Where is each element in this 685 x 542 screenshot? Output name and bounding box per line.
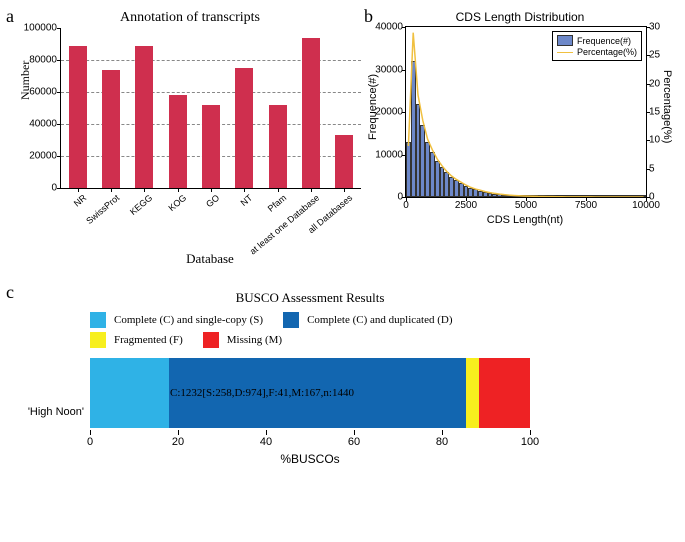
panel-a-bar (102, 70, 120, 188)
panel-a-xlabel-tick: GO (204, 193, 221, 210)
panel-b-legend: Frequence(#) Percentage(%) (552, 31, 642, 61)
legend-swatch-pct (557, 52, 573, 53)
panel-a-bar (202, 105, 220, 188)
legend-item-d: Complete (C) and duplicated (D) (283, 312, 452, 328)
panel-c: BUSCO Assessment Results Complete (C) an… (20, 290, 540, 466)
panel-c-xtick: 60 (348, 436, 360, 448)
panel-a-ytick: 100000 (24, 23, 61, 34)
panel-c-xtick: 0 (87, 436, 93, 448)
panel-b: CDS Length Distribution Frequence(#) Per… (370, 10, 670, 240)
panel-c-xtick: 40 (260, 436, 272, 448)
legend-swatch-d (283, 312, 299, 328)
panel-c-xtick: 20 (172, 436, 184, 448)
panel-a-bar (135, 46, 153, 188)
panel-b-title: CDS Length Distribution (370, 10, 670, 24)
panel-c-bar-text: C:1232[S:258,D:974],F:41,M:167,n:1440 (170, 387, 354, 399)
panel-b-plot: Frequence(#) Percentage(%) 0100002000030… (405, 26, 647, 198)
panel-c-xaxis: 020406080100 (90, 430, 530, 450)
panel-a-xlabel: Database (60, 251, 360, 267)
panel-a-xlabel-tick: Pfam (265, 193, 288, 214)
panel-c-xtick: 100 (521, 436, 539, 448)
panel-a-xlabel-tick: NT (239, 193, 255, 208)
panel-a-xlabel-tick: KEGG (128, 193, 154, 217)
legend-label-d: Complete (C) and duplicated (D) (307, 314, 452, 326)
panel-a-xlabel-tick: KOG (166, 193, 188, 214)
panel-label-c: c (6, 282, 14, 303)
panel-c-xlabel: %BUSCOs (90, 452, 530, 466)
panel-a-bar (269, 105, 287, 188)
legend-label-m: Missing (M) (227, 334, 282, 346)
legend-label-pct: Percentage(%) (577, 47, 637, 57)
legend-item-s: Complete (C) and single-copy (S) (90, 312, 263, 328)
panel-c-segment-m (479, 358, 530, 428)
panel-a-bar (235, 68, 253, 188)
panel-c-title: BUSCO Assessment Results (80, 290, 540, 306)
panel-a-xlabel-tick: SwissProt (84, 193, 121, 226)
panel-a-plot: 020000400006000080000100000NRSwissProtKE… (60, 28, 361, 189)
legend-swatch-s (90, 312, 106, 328)
legend-label-freq: Frequence(#) (577, 36, 631, 46)
panel-a: Annotation of transcripts Number 0200004… (20, 10, 360, 260)
panel-a-bar (69, 46, 87, 188)
legend-swatch-m (203, 332, 219, 348)
panel-c-legend: Complete (C) and single-copy (S) Complet… (90, 312, 540, 348)
panel-a-bar (335, 135, 353, 188)
legend-swatch-freq (557, 35, 573, 46)
legend-swatch-f (90, 332, 106, 348)
legend-item-pct: Percentage(%) (557, 47, 637, 57)
panel-b-ylabel-right: Percentage(%) (661, 70, 673, 143)
panel-c-segment-f (466, 358, 479, 428)
panel-a-bar (302, 38, 320, 188)
panel-a-bar (169, 95, 187, 188)
legend-item-freq: Frequence(#) (557, 35, 637, 46)
legend-label-f: Fragmented (F) (114, 334, 183, 346)
legend-item-m: Missing (M) (203, 332, 282, 348)
legend-label-s: Complete (C) and single-copy (S) (114, 314, 263, 326)
panel-c-xtick: 80 (436, 436, 448, 448)
panel-c-segment-s (90, 358, 169, 428)
panel-c-plot: 'High Noon' C:1232[S:258,D:974],F:41,M:1… (90, 358, 530, 466)
panel-b-xlabel: CDS Length(nt) (405, 214, 645, 226)
panel-c-category: 'High Noon' (28, 406, 90, 418)
legend-item-f: Fragmented (F) (90, 332, 183, 348)
panel-a-title: Annotation of transcripts (20, 10, 360, 26)
panel-c-bar: C:1232[S:258,D:974],F:41,M:167,n:1440 (90, 358, 530, 428)
panel-a-xlabel-tick: NR (72, 193, 88, 209)
panel-label-a: a (6, 6, 14, 27)
